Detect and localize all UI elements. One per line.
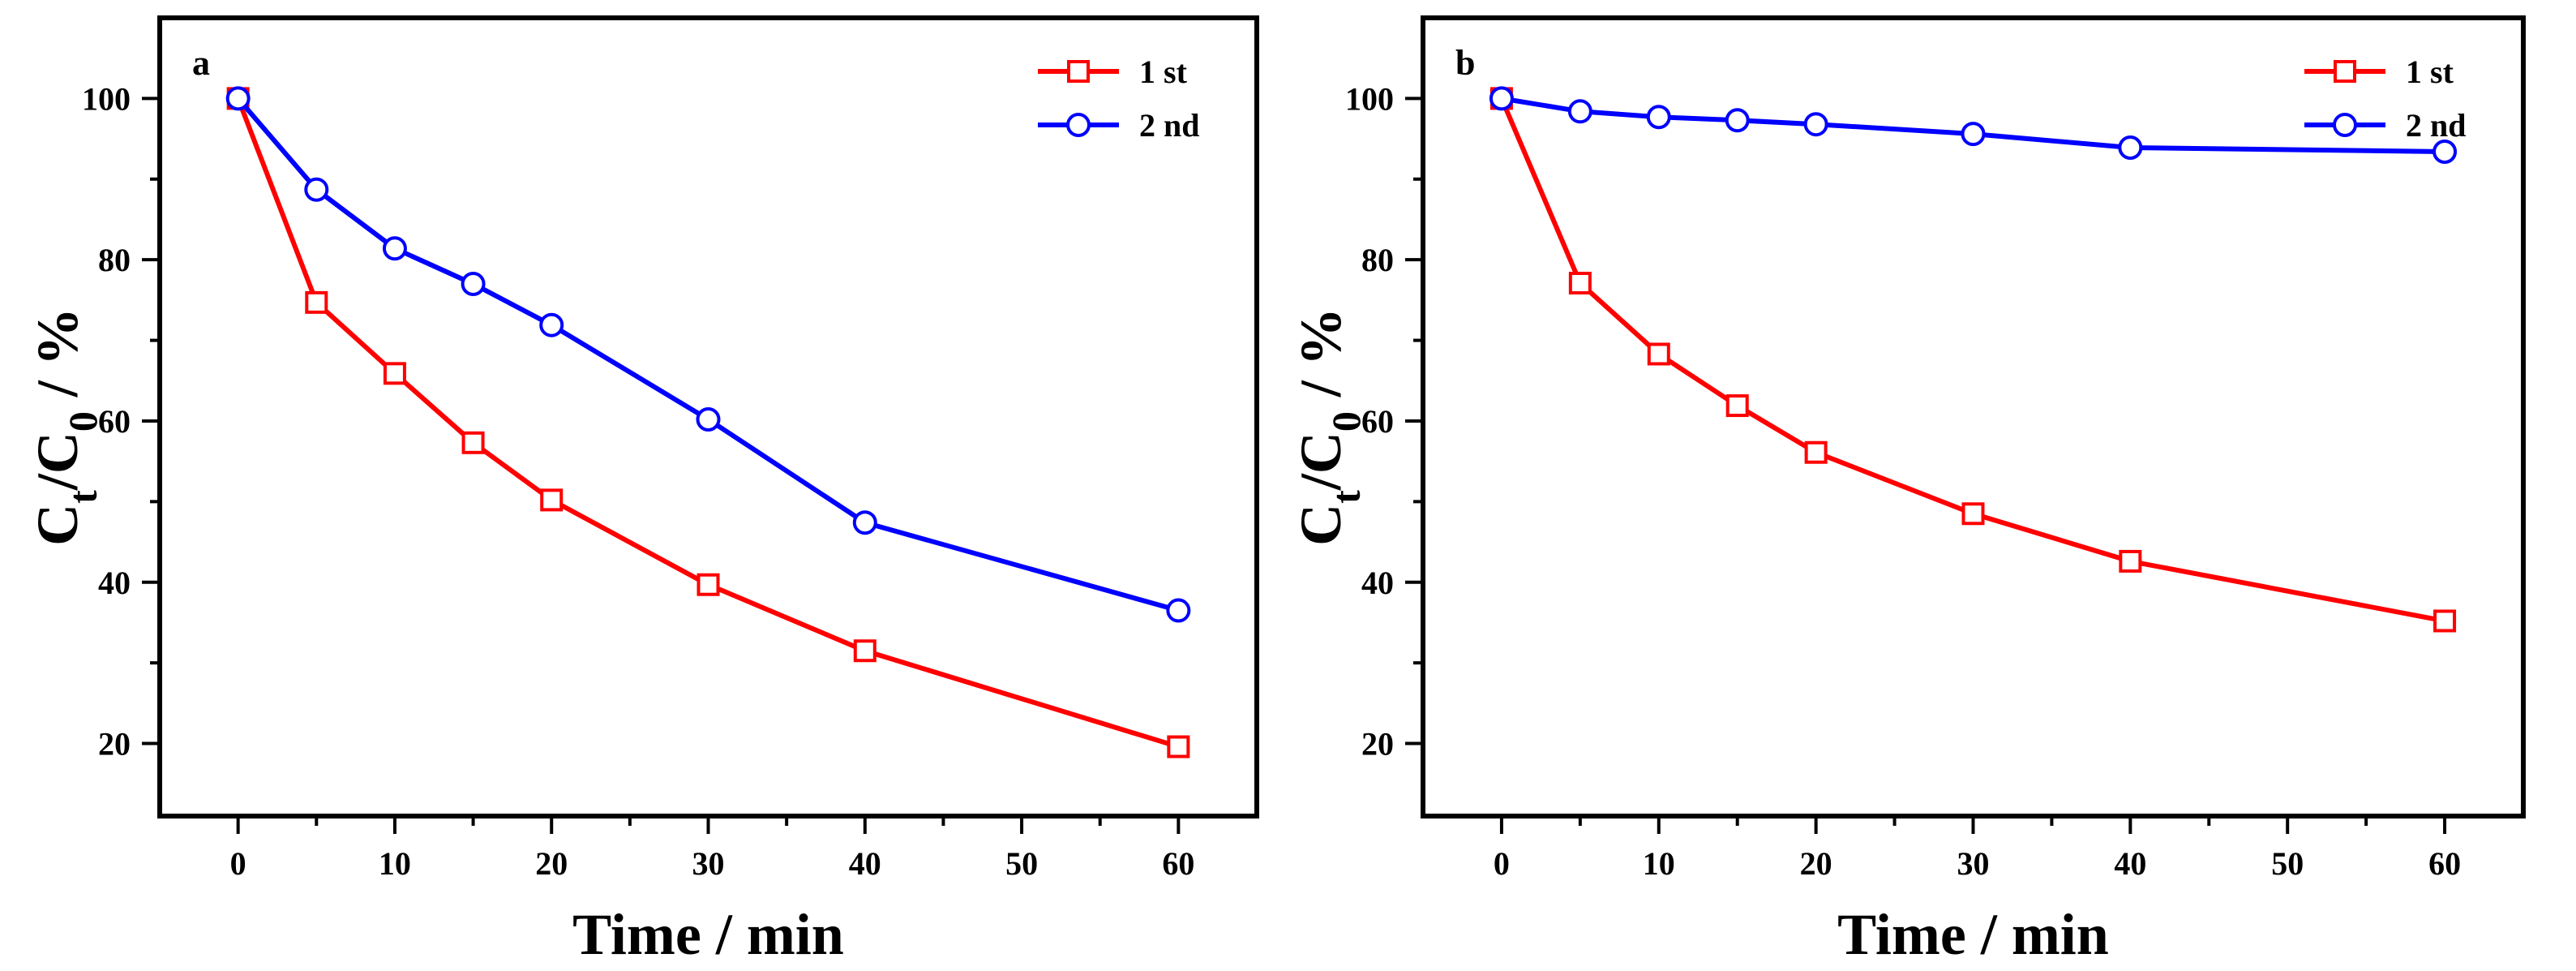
legend-label: 1 st — [2406, 54, 2454, 90]
data-point-circle — [2432, 139, 2458, 164]
series-line-2 — [1501, 96, 2445, 154]
data-point-square — [383, 362, 406, 385]
y-axis-title-sub-t: t — [1323, 490, 1369, 504]
data-point-square — [2433, 609, 2457, 633]
data-point-circle — [1166, 598, 1191, 623]
y-tick-label: 60 — [1361, 403, 1394, 440]
data-point-circle — [1646, 105, 1671, 130]
legend-marker-circle — [1066, 113, 1091, 137]
data-point-square — [2119, 549, 2142, 573]
x-tick-label: 60 — [2428, 845, 2461, 882]
data-point-circle — [1803, 112, 1828, 137]
data-point-square — [1167, 735, 1190, 758]
x-tick-label: 60 — [1162, 845, 1194, 882]
data-point-circle — [382, 236, 407, 261]
x-tick-label: 0 — [230, 845, 246, 882]
y-axis-title-c0: /C — [1288, 432, 1353, 491]
data-point-square — [1725, 394, 1749, 418]
series-line-1 — [1499, 97, 2445, 624]
x-tick-label: 40 — [849, 845, 881, 882]
x-tick-label: 30 — [692, 845, 725, 882]
data-point-square — [305, 290, 328, 314]
series-line-2 — [236, 97, 1180, 613]
x-tick-label: 50 — [2271, 845, 2304, 882]
data-point-square — [461, 431, 485, 454]
x-axis-title: Time / min — [572, 902, 844, 967]
y-tick-label: 60 — [98, 403, 131, 440]
data-point-circle — [2118, 135, 2143, 161]
chart-panel-b: 0 10 20 30 40 50 60 20 40 60 80 100 Time / min Ct/C0 … — [1288, 15, 2526, 967]
panel-label: b — [1455, 43, 1475, 83]
data-point-circle — [696, 406, 721, 432]
data-point-circle — [539, 312, 564, 337]
legend-label: 1 st — [1139, 54, 1188, 90]
y-tick-label: 40 — [98, 565, 131, 601]
x-tick-label: 40 — [2114, 845, 2146, 882]
y-tick-label: 80 — [98, 242, 131, 278]
data-point-circle — [1961, 122, 1986, 147]
y-tick-label: 80 — [1361, 242, 1394, 278]
y-tick-label: 40 — [1361, 565, 1394, 601]
y-tick-label: 20 — [1361, 726, 1394, 763]
y-tick-label: 20 — [98, 726, 131, 763]
legend-label: 2 nd — [1139, 107, 1200, 144]
data-point-square — [1804, 440, 1828, 464]
y-axis-title-unit: / % — [1288, 307, 1353, 411]
x-tick-label: 10 — [379, 845, 411, 882]
legend-label: 2 nd — [2406, 107, 2467, 144]
y-axis-title-unit: / % — [25, 307, 90, 411]
x-tick-label: 50 — [1005, 845, 1038, 882]
x-tick-label: 0 — [1494, 845, 1510, 882]
data-point-circle — [852, 510, 877, 535]
data-point-circle — [304, 177, 329, 202]
y-tick-label: 100 — [1345, 80, 1394, 117]
data-point-square — [853, 639, 877, 663]
x-tick-label: 20 — [535, 845, 568, 882]
y-axis-title: Ct/C0 / % — [1288, 307, 1369, 546]
data-point-circle — [1567, 99, 1592, 124]
y-axis-title-c0: /C — [25, 432, 90, 491]
chart-panel-a: 0 10 20 30 40 50 60 20 40 60 80 100 Time / min Ct/C0 … — [25, 15, 1259, 967]
data-point-circle — [1489, 86, 1514, 111]
y-axis-title: Ct/C0 / % — [25, 307, 105, 546]
y-axis-title-c: C — [1288, 504, 1353, 546]
x-tick-label: 30 — [1957, 845, 1990, 882]
data-point-square — [1647, 342, 1670, 366]
y-axis-title-sub-t: t — [60, 490, 105, 504]
data-point-square — [540, 488, 564, 512]
x-tick-label: 10 — [1643, 845, 1675, 882]
legend-marker-square — [2334, 60, 2356, 83]
legend-marker-square — [1067, 60, 1090, 83]
data-point-square — [1568, 272, 1592, 295]
panel-label: a — [192, 43, 210, 83]
y-axis-title-c: C — [25, 504, 90, 546]
data-point-square — [1961, 502, 1985, 526]
x-axis-title: Time / min — [1837, 902, 2109, 967]
y-axis-title-sub-0: 0 — [1323, 411, 1369, 432]
data-point-circle — [461, 272, 486, 296]
y-axis-title-sub-0: 0 — [60, 411, 105, 432]
x-tick-label: 20 — [1800, 845, 1832, 882]
legend-marker-circle — [2333, 113, 2357, 137]
y-tick-label: 100 — [82, 80, 131, 117]
data-point-circle — [1725, 108, 1750, 133]
series-line-1 — [235, 97, 1180, 750]
data-point-square — [697, 573, 720, 596]
data-point-circle — [225, 86, 251, 111]
